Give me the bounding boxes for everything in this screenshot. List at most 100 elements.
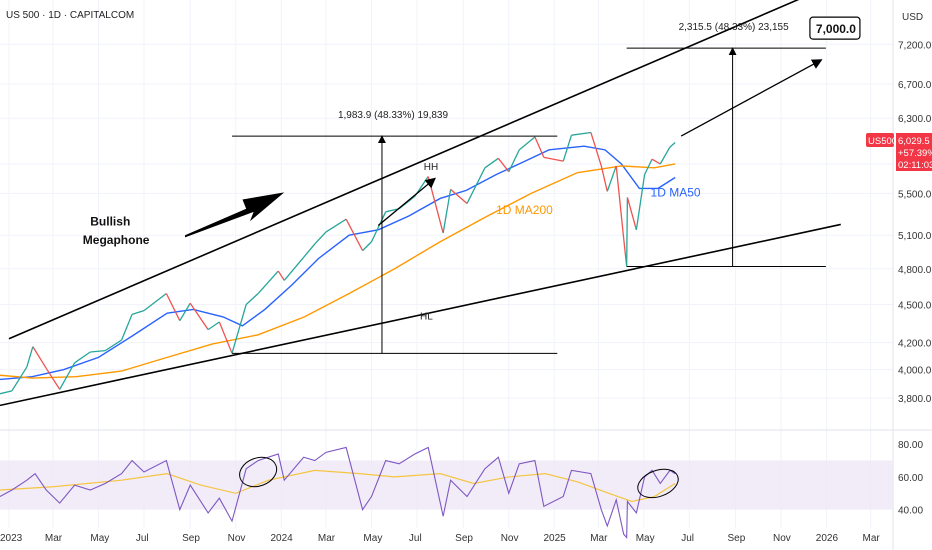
price-tick-label: 4,500.0 — [898, 300, 932, 311]
price-series — [0, 131, 676, 395]
price-segment — [143, 293, 167, 312]
price-segment — [207, 321, 220, 331]
time-tick-label: 2026 — [816, 533, 839, 544]
price-segment — [484, 157, 499, 169]
price-segment — [635, 174, 646, 230]
price-segment — [277, 270, 285, 281]
price-segment — [466, 167, 486, 204]
price-segment — [179, 302, 191, 322]
symbol-badge[interactable]: US500 6,029.5 +57.39% 02:11:03 — [866, 133, 932, 171]
time-tick-label: Mar — [45, 533, 63, 544]
time-tick-label: Nov — [773, 533, 791, 544]
price-segment — [606, 165, 617, 192]
price-segment — [615, 165, 625, 239]
price-segment — [303, 243, 316, 258]
price-segment — [345, 218, 364, 251]
time-tick-label: Jul — [681, 533, 694, 544]
price-segment — [362, 241, 372, 252]
price-tick-label: 4,200.0 — [898, 339, 932, 350]
price-segment — [32, 346, 47, 369]
price-segment — [90, 349, 106, 353]
time-tick-label: May — [636, 533, 655, 544]
target-box — [809, 16, 861, 40]
price-segment — [442, 189, 452, 234]
price-segment — [427, 176, 444, 234]
trendline-hh-arrow — [377, 177, 436, 227]
range-2-label: 2,315.5 (48.33%) 23,155 — [679, 22, 790, 33]
hl-label: HL — [420, 311, 433, 322]
price-segment — [59, 362, 76, 390]
price-badge-bg — [896, 133, 932, 171]
time-tick-label: Jul — [409, 533, 422, 544]
hh-label: HH — [424, 162, 438, 173]
ma200-label: 1D MA200 — [496, 203, 553, 217]
chart-title: US 500 · 1D · CAPITALCOM — [6, 10, 134, 21]
megaphone-label-line-2: Megaphone — [83, 233, 150, 247]
time-tick-label: Jul — [136, 533, 149, 544]
ma-line — [0, 145, 676, 381]
megaphone-label-line-1: Bullish — [90, 215, 130, 229]
price-tick-label: 4,000.0 — [898, 366, 932, 377]
symbol-badge-symbol: US500 — [868, 136, 897, 147]
price-segment — [643, 158, 653, 175]
price-badge-countdown: 02:11:03 — [898, 160, 932, 171]
price-segment — [45, 367, 61, 390]
rsi-ma-line — [0, 469, 676, 503]
rsi-panel — [0, 446, 893, 539]
price-segment — [600, 165, 608, 192]
price-segment — [325, 218, 347, 233]
moving-averages — [0, 145, 676, 381]
price-tick-label: 4,800.0 — [898, 265, 932, 276]
time-tick-label: 2023 — [0, 533, 23, 544]
rsi-tick-label: 80.00 — [898, 440, 923, 451]
price-segment — [245, 293, 259, 305]
price-segment — [314, 231, 327, 245]
time-tick-label: Nov — [228, 533, 246, 544]
price-segment — [121, 314, 133, 341]
rsi-line — [0, 446, 676, 539]
price-tick-label: 7,200.0 — [898, 40, 932, 51]
price-segment — [131, 310, 145, 316]
time-tick-label: Mar — [590, 533, 608, 544]
trendline-megaphone-upper — [8, 0, 800, 340]
price-segment — [11, 366, 28, 392]
price-segment — [0, 390, 13, 395]
symbol-badge-bg — [866, 133, 894, 147]
price-segment — [370, 211, 387, 243]
price-tick-label: 5,100.0 — [898, 231, 932, 242]
time-tick-label: May — [363, 533, 382, 544]
rsi-tick-label: 60.00 — [898, 473, 923, 484]
time-tick-label: Nov — [501, 533, 519, 544]
price-segment — [571, 131, 591, 136]
trendline-projection-arrow — [680, 59, 823, 137]
trendlines — [0, 0, 841, 407]
price-tick-label: 5,500.0 — [898, 189, 932, 200]
price-segment — [450, 188, 468, 205]
trendline-megaphone-lower — [0, 223, 841, 407]
price-segment — [508, 149, 520, 172]
price-segment — [543, 156, 564, 162]
price-segment — [590, 132, 602, 167]
time-tick-label: May — [90, 533, 109, 544]
price-segment — [218, 321, 233, 354]
price-tick-label: 6,700.0 — [898, 80, 932, 91]
price-segment — [26, 346, 34, 368]
price-tick-label: 3,800.0 — [898, 394, 932, 405]
price-segment — [283, 256, 305, 281]
rsi-tick-label: 40.00 — [898, 506, 923, 517]
target-label: 7,000.0 — [816, 22, 856, 36]
price-segment — [74, 351, 91, 364]
currency-label: USD — [902, 12, 923, 23]
price-tick-label: 6,300.0 — [898, 114, 932, 125]
price-segment — [562, 134, 573, 162]
rsi-circle-2025 — [637, 468, 679, 499]
time-tick-label: Sep — [182, 533, 200, 544]
time-tick-label: Mar — [318, 533, 336, 544]
price-badge-change: +57.39% — [898, 148, 932, 159]
price-segment — [257, 270, 279, 294]
price-segment — [651, 158, 661, 165]
rsi-circle-2023 — [239, 456, 278, 488]
time-tick-label: Sep — [455, 533, 473, 544]
